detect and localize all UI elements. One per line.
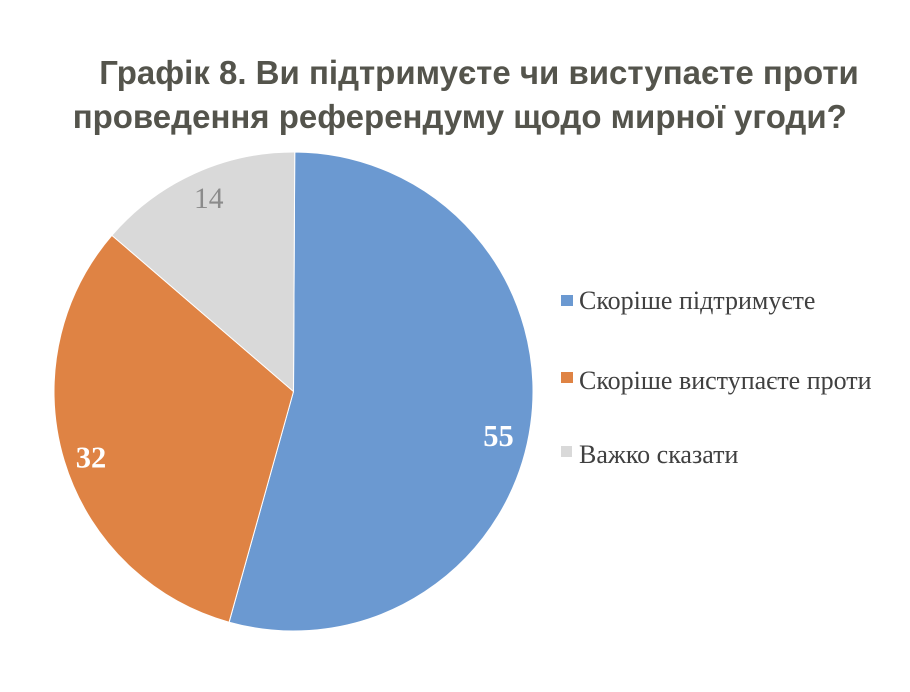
svg-text:55: 55 bbox=[483, 419, 514, 453]
svg-text:32: 32 bbox=[76, 441, 107, 475]
svg-text:14: 14 bbox=[194, 183, 224, 215]
